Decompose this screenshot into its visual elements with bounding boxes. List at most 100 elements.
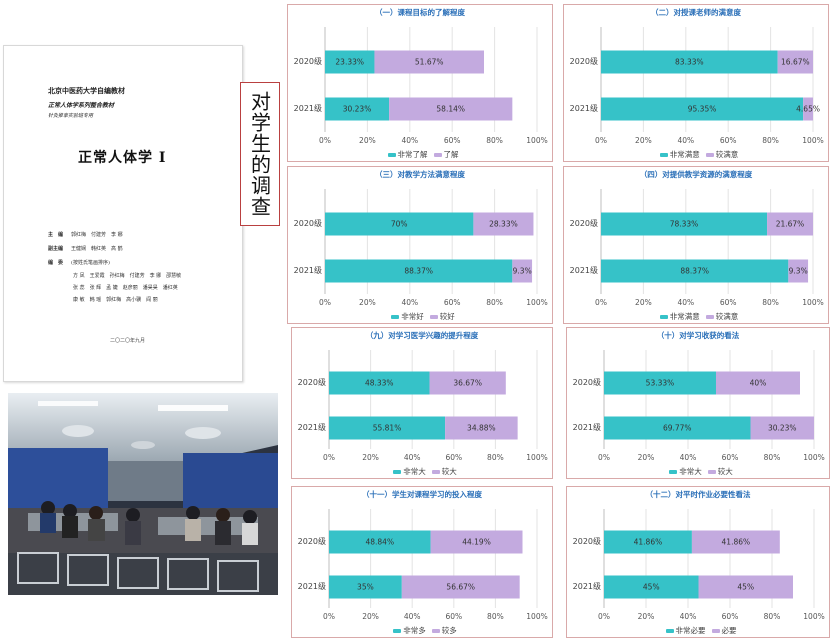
bar-segment [325, 212, 474, 236]
tick-label: 0% [595, 136, 607, 145]
tick-label: 40% [677, 298, 695, 307]
legend-swatch [659, 315, 668, 319]
data-label: 51.67% [414, 57, 444, 67]
data-label: 9.3% [512, 266, 532, 276]
legend-swatch [705, 315, 714, 319]
bar-segment [329, 575, 402, 599]
category-label: 2021级 [569, 104, 598, 113]
category-label: 2020级 [572, 537, 601, 546]
cover-editor-row: 副主编 王健娴 韩红英 高 鹤 [48, 246, 123, 252]
chart-title: （十一）学生对课程学习的投入程度 [362, 490, 482, 499]
category-label: 2020级 [297, 378, 326, 387]
bar-segment [389, 97, 513, 121]
data-label: 48.84% [365, 537, 395, 547]
chart-panel: （十一）学生对课程学习的投入程度 2020级 48.84% 44.19% 2021级 35… [291, 486, 553, 638]
bar-segment [750, 416, 814, 440]
chart-legend: 非常必要 必要 [567, 625, 829, 636]
chart-legend: 非常满意 较满意 [564, 311, 828, 322]
category-label: 2021级 [569, 266, 598, 275]
tick-label: 80% [762, 298, 779, 307]
tick-label: 20% [637, 612, 655, 621]
tick-label: 0% [598, 612, 610, 621]
legend-swatch [429, 315, 438, 319]
legend-label: 非常好 [401, 312, 424, 321]
bar-segment [512, 259, 533, 283]
tick-label: 40% [677, 136, 695, 145]
category-label: 2020级 [572, 378, 601, 387]
data-label: 78.33% [669, 219, 699, 229]
legend-label: 较满意 [715, 150, 739, 159]
category-label: 2021级 [572, 423, 601, 432]
tick-label: 60% [445, 612, 463, 621]
tick-label: 100% [802, 298, 824, 307]
chart-plot [324, 27, 538, 132]
data-label: 88.37% [680, 266, 709, 276]
legend-label: 较多 [441, 626, 457, 635]
data-label: 28.33% [489, 219, 518, 229]
tick-label: 60% [721, 612, 739, 621]
tick-label: 0% [323, 612, 335, 621]
data-label: 95.35% [687, 104, 717, 114]
data-label: 40% [749, 378, 767, 388]
tick-label: 0% [319, 136, 331, 145]
bar-segment [473, 212, 534, 236]
tick-label: 40% [679, 612, 697, 621]
legend-swatch [393, 629, 402, 633]
legend-label: 非常多 [403, 626, 426, 635]
chart-panel: （十二）对平时作业必要性看法 2020级 41.86% 41.86% 2021级 45% 4… [566, 486, 830, 638]
chart-plot [328, 509, 538, 608]
tick-label: 100% [526, 453, 548, 462]
tick-label: 100% [802, 136, 824, 145]
chart-title: （九）对学习医学兴趣的提升程度 [365, 331, 479, 340]
bar-segment [601, 212, 768, 236]
legend-label: 较大 [441, 467, 457, 476]
legend-label: 了解 [443, 150, 459, 159]
tick-label: 80% [486, 136, 503, 145]
tick-label: 0% [319, 298, 331, 307]
bar-segment [767, 212, 813, 236]
tick-label: 20% [359, 298, 376, 307]
tick-label: 20% [635, 136, 652, 145]
tick-label: 80% [763, 453, 781, 462]
bar-segment [698, 575, 793, 599]
data-label: 88.37% [404, 266, 433, 276]
data-label: 9.3% [788, 266, 808, 276]
chart-panel: （三）对教学方法满意程度 2020级 70% 28.33% 2021级 88.37% 9.3… [287, 166, 553, 324]
chart-plot [603, 350, 815, 449]
data-label: 58.14% [436, 104, 466, 114]
data-label: 69.77% [662, 423, 692, 433]
data-label: 45% [642, 582, 660, 592]
category-label: 2021级 [293, 104, 322, 113]
data-label: 36.67% [453, 378, 482, 388]
legend-swatch [391, 315, 400, 319]
cover-editor-row: 康 敏 韩 瑶 郭红梅 高小骥 阎 丽 [73, 297, 158, 303]
category-label: 2020级 [297, 537, 326, 546]
chart-plot [600, 189, 814, 294]
legend-swatch [659, 153, 668, 157]
data-label: 83.33% [675, 57, 704, 67]
category-label: 2021级 [297, 582, 326, 591]
legend-label: 较大 [717, 467, 733, 476]
tick-label: 60% [443, 136, 461, 145]
tick-label: 60% [721, 453, 739, 462]
bar-segment [329, 371, 430, 395]
category-label: 2020级 [569, 57, 598, 66]
tick-label: 100% [803, 453, 825, 462]
bar-segment [788, 259, 809, 283]
legend-label: 必要 [721, 626, 737, 635]
bar-segment [601, 50, 778, 74]
tick-label: 20% [359, 136, 376, 145]
data-label: 30.23% [767, 423, 797, 433]
tick-label: 40% [403, 453, 421, 462]
data-label: 23.33% [335, 57, 365, 67]
tick-label: 60% [719, 136, 737, 145]
legend-swatch [387, 153, 396, 157]
legend-label: 较满意 [715, 312, 739, 321]
bar-segment [601, 97, 804, 121]
data-label: 48.33% [364, 378, 394, 388]
bar-segment [430, 530, 523, 554]
bar-segment [777, 50, 813, 74]
chart-title: （二）对授课老师的满意度 [651, 8, 741, 17]
data-label: 45% [737, 582, 755, 592]
chart-title: （十二）对平时作业必要性看法 [645, 490, 751, 499]
